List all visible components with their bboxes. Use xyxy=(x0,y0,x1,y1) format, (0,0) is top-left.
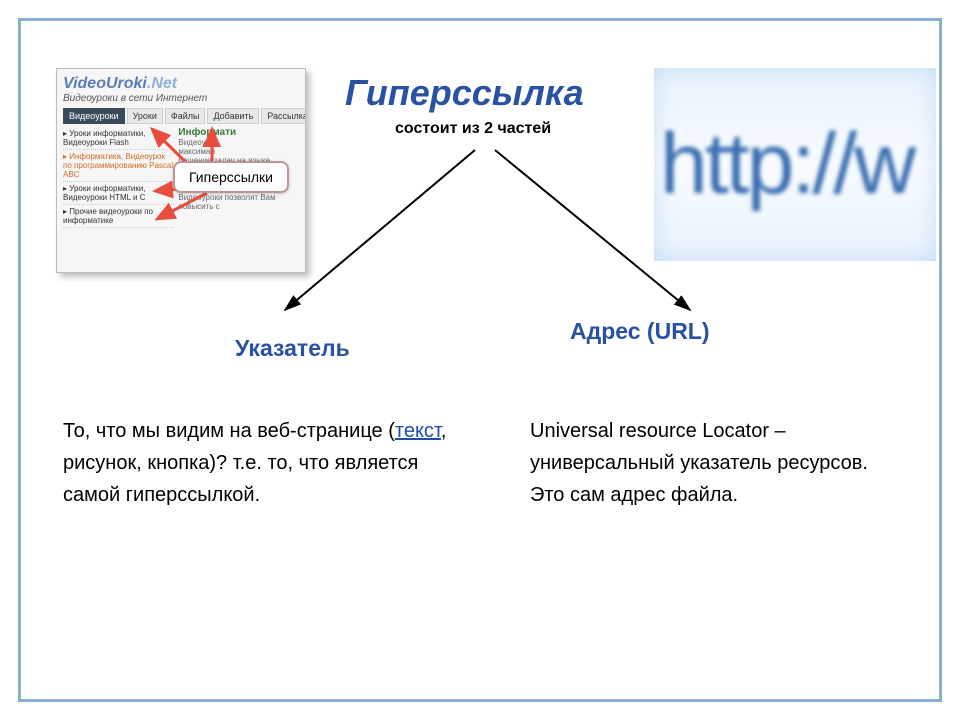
right-body-line1: Universal resource Locator – универсальн… xyxy=(530,415,930,479)
thumb-tagline: Видеоуроки в сети Интернет xyxy=(63,93,299,104)
left-branch-heading: Указатель xyxy=(235,335,350,362)
slide-title: Гиперссылка xyxy=(345,72,584,114)
right-branch-heading: Адрес (URL) xyxy=(570,318,710,345)
left-body-link[interactable]: текст xyxy=(395,420,441,442)
left-branch-body: То, что мы видим на веб-странице (текст,… xyxy=(63,415,463,511)
logo-part2: .Net xyxy=(147,75,177,92)
right-branch-body: Universal resource Locator – универсальн… xyxy=(530,415,930,511)
branch-arrows xyxy=(215,140,735,330)
left-body-pre: То, что мы видим на веб-странице ( xyxy=(63,420,395,442)
logo-part1: VideoUroki xyxy=(63,75,147,92)
right-body-line2: Это сам адрес файла. xyxy=(530,479,930,511)
thumb-logo: VideoUroki.Net xyxy=(63,75,299,93)
slide-subtitle: состоит из 2 частей xyxy=(395,120,551,138)
